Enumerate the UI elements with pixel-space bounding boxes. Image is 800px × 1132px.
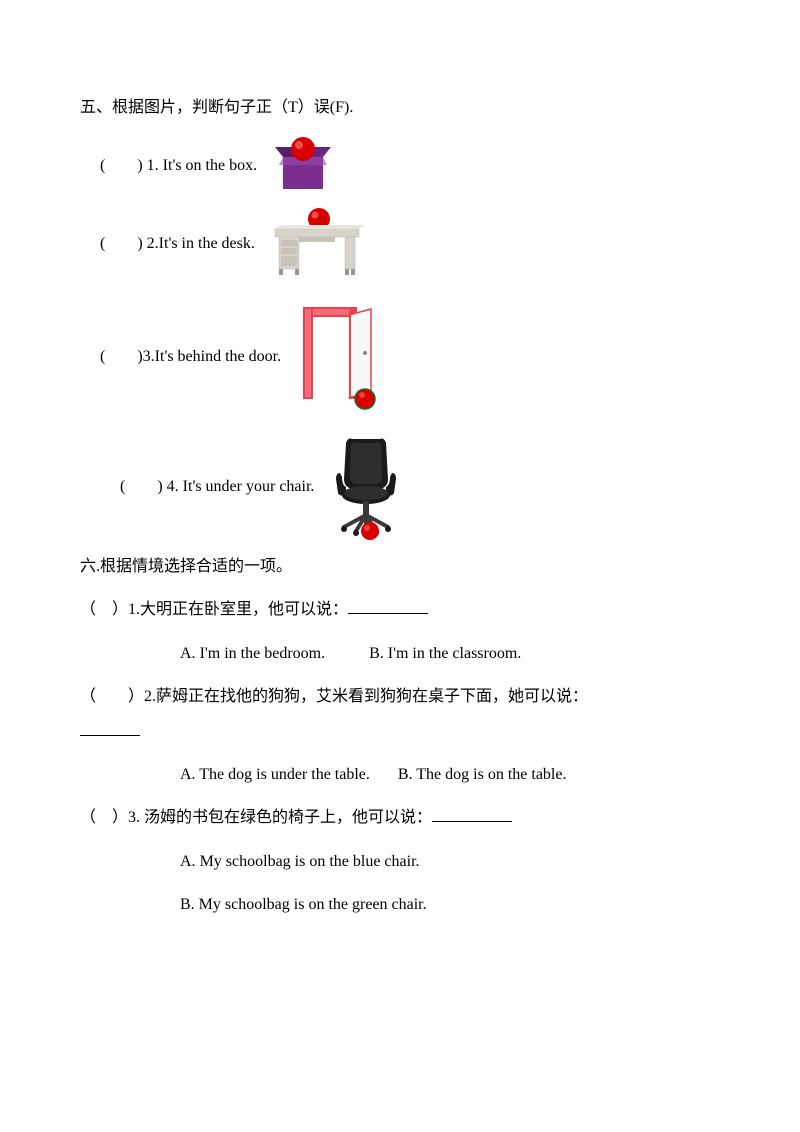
section6-q3-optA: A. My schoolbag is on the blue chair. [180, 844, 720, 879]
q6-3-optA-text: My schoolbag is on the blue chair. [200, 853, 420, 870]
section6-q1-options: A. I'm in the bedroom. B. I'm in the cla… [180, 636, 720, 671]
q6-2-prefix: （ ）2. [80, 688, 156, 705]
section5-q4-text: ( ) 4. It's under your chair. [120, 469, 314, 504]
section5-q3-text: ( )3.It's behind the door. [100, 339, 281, 374]
q6-2-optB-text: The dog is on the table. [416, 766, 566, 783]
q6-3-optA-label: A. [180, 853, 200, 870]
q4-sentence: It's under your chair. [183, 478, 315, 495]
q6-3-text: 汤姆的书包在绿色的椅子上，他可以说： [144, 809, 432, 826]
q6-2-blank [80, 714, 720, 749]
q6-3-optB-label: B. [180, 896, 199, 913]
q6-2-optB-label: B. [398, 766, 416, 783]
section6-q2: （ ）2.萨姆正在找他的狗狗，艾米看到狗狗在桌子下面，她可以说： [80, 679, 720, 714]
section6-q1: （ ）1.大明正在卧室里，他可以说： [80, 592, 720, 627]
q4-prefix: ( ) 4. [120, 478, 183, 495]
q3-prefix: ( )3. [100, 348, 155, 365]
q3-sentence: It's behind the door. [155, 348, 281, 365]
section5-q1-row: ( ) 1. It's on the box. [100, 133, 720, 197]
q6-1-optA-text: I'm in the bedroom. [200, 645, 326, 662]
section5-q3-row: ( )3.It's behind the door. [100, 301, 720, 411]
box-image [269, 133, 337, 197]
q6-1-optA-label: A. [180, 645, 200, 662]
section5-q1-text: ( ) 1. It's on the box. [100, 148, 257, 183]
q2-sentence: It's in the desk. [159, 235, 255, 252]
blank-line [348, 613, 428, 614]
blank-line-3 [432, 821, 512, 822]
q2-prefix: ( ) 2. [100, 235, 159, 252]
section5-q2-text: ( ) 2.It's in the desk. [100, 226, 255, 261]
q6-1-optB-text: I'm in the classroom. [388, 645, 522, 662]
q6-1-prefix: （ ）1. [80, 601, 140, 618]
section6-q3: （ ）3. 汤姆的书包在绿色的椅子上，他可以说： [80, 800, 720, 835]
q6-2-optA-label: A. [180, 766, 199, 783]
section5-title: 五、根据图片，判断句子正（T）误(F). [80, 90, 720, 125]
q6-3-optB-text: My schoolbag is on the green chair. [199, 896, 427, 913]
chair-image [326, 431, 410, 541]
q6-3-prefix: （ ）3. [80, 809, 144, 826]
q1-sentence: It's on the box. [163, 157, 257, 174]
q6-2-optA-text: The dog is under the table. [199, 766, 370, 783]
q6-1-optB-label: B. [369, 645, 388, 662]
section6-q3-optB: B. My schoolbag is on the green chair. [180, 887, 720, 922]
section6-title: 六.根据情境选择合适的一项。 [80, 549, 720, 584]
q6-2-text: 萨姆正在找他的狗狗，艾米看到狗狗在桌子下面，她可以说： [156, 688, 588, 705]
door-image [293, 301, 383, 411]
section5-q4-row: ( ) 4. It's under your chair. [120, 431, 720, 541]
q6-1-text: 大明正在卧室里，他可以说： [140, 601, 348, 618]
q1-prefix: ( ) 1. [100, 157, 163, 174]
section6-q2-options: A. The dog is under the table. B. The do… [180, 757, 720, 792]
desk-image [267, 205, 367, 281]
section5-q2-row: ( ) 2.It's in the desk. [100, 205, 720, 281]
